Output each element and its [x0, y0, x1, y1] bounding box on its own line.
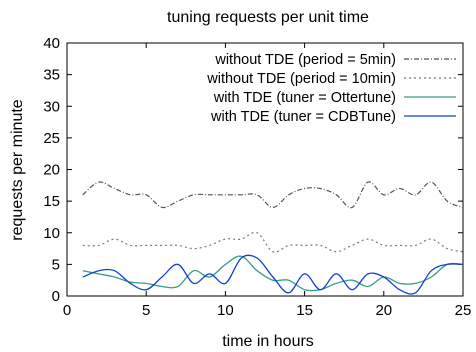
- y-tick-label: 5: [52, 256, 60, 273]
- x-tick-label: 5: [142, 302, 150, 319]
- y-axis-label: requests per minute: [9, 99, 26, 241]
- y-tick-label: 40: [43, 35, 60, 52]
- legend-label-1: without TDE (period = 5min): [214, 52, 396, 68]
- series-line-2: [82, 231, 464, 253]
- x-tick-label: 10: [217, 302, 234, 319]
- y-tick-label: 25: [43, 130, 60, 147]
- y-tick-label: 15: [43, 193, 60, 210]
- axis-ticks: 0 5 10 15 20 25 0 5 10 15 20 25 30 35 40: [43, 35, 471, 319]
- series-line-1: [82, 181, 464, 209]
- x-tick-label: 15: [296, 302, 313, 319]
- legend-label-2: without TDE (period = 10min): [206, 71, 396, 87]
- series-line-3: [82, 255, 464, 292]
- series-layer: [82, 181, 464, 295]
- x-tick-label: 0: [63, 302, 71, 319]
- x-tick-label: 25: [455, 302, 472, 319]
- chart-title: tuning requests per unit time: [167, 9, 369, 26]
- y-tick-label: 0: [52, 288, 60, 305]
- legend: without TDE (period = 5min) without TDE (…: [206, 52, 456, 125]
- y-tick-label: 30: [43, 98, 60, 115]
- legend-label-4: with TDE (tuner = CDBTune): [210, 109, 396, 125]
- legend-label-3: with TDE (tuner = Ottertune): [213, 90, 396, 106]
- y-tick-label: 35: [43, 67, 60, 84]
- x-axis-label: time in hours: [222, 333, 314, 350]
- x-tick-label: 20: [375, 302, 392, 319]
- y-tick-label: 20: [43, 162, 60, 179]
- series-line-4: [82, 254, 464, 295]
- y-tick-label: 10: [43, 225, 60, 242]
